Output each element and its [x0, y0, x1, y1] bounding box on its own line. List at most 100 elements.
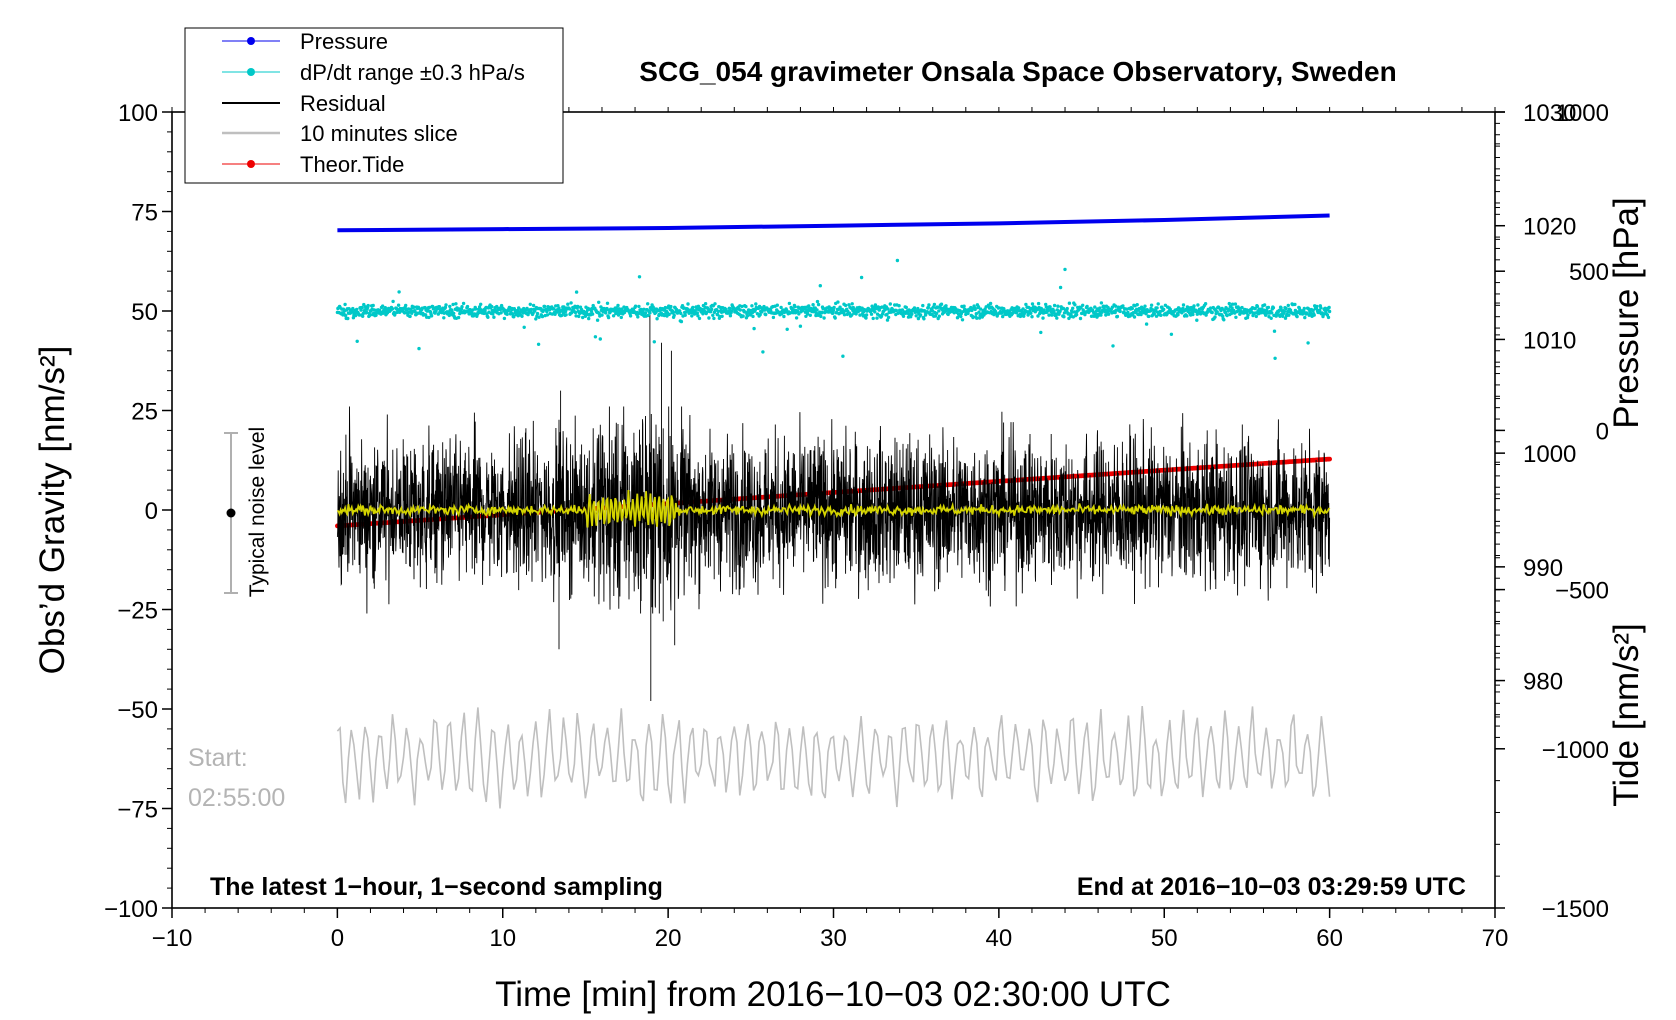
- dpdt-point: [850, 302, 854, 306]
- dpdt-point: [1132, 315, 1137, 319]
- dpdt-point: [1065, 306, 1069, 311]
- dpdt-point: [743, 310, 747, 314]
- dpdt-point: [858, 313, 862, 317]
- dpdt-point: [836, 300, 840, 304]
- dpdt-point: [1287, 313, 1291, 317]
- dpdt-point: [642, 307, 646, 311]
- dpdt-point: [1143, 304, 1147, 308]
- dpdt-point: [513, 308, 517, 312]
- dpdt-point: [912, 306, 917, 310]
- dpdt-point: [927, 303, 931, 307]
- dpdt-point: [1270, 311, 1274, 315]
- dpdt-point: [560, 313, 564, 318]
- dpdt-point: [1210, 310, 1214, 315]
- dpdt-point: [771, 315, 776, 320]
- dpdt-point: [1017, 306, 1021, 310]
- dpdt-point: [1039, 330, 1043, 335]
- dpdt-point: [716, 309, 720, 314]
- dpdt-point: [643, 311, 648, 315]
- dpdt-point: [1253, 306, 1257, 311]
- dpdt-point: [921, 303, 925, 308]
- y-axis-label-left: Obs’d Gravity [nm/s²]: [33, 346, 72, 675]
- dpdt-point: [875, 316, 879, 320]
- dpdt-point: [662, 313, 666, 318]
- tide-point: [1327, 456, 1332, 462]
- dpdt-point: [591, 303, 595, 308]
- dpdt-point: [1048, 305, 1052, 309]
- pressure-tick-label-4: 1020: [1523, 214, 1576, 241]
- dpdt-point: [1221, 314, 1225, 318]
- legend-item-dpdt: dP/dt range ±0.3 hPa/s: [222, 60, 525, 85]
- dpdt-point: [1238, 312, 1242, 316]
- dpdt-point: [1019, 314, 1023, 318]
- dpdt-point: [684, 310, 688, 314]
- dpdt-point: [788, 311, 793, 315]
- dpdt-point: [492, 315, 496, 319]
- dpdt-point: [838, 305, 842, 309]
- dpdt-point: [368, 313, 372, 317]
- dpdt-point: [689, 310, 693, 315]
- dpdt-point: [862, 307, 867, 312]
- dpdt-point: [614, 306, 618, 310]
- dpdt-point: [1321, 312, 1326, 317]
- dpdt-point: [600, 313, 604, 317]
- dpdt-point: [1106, 312, 1111, 316]
- x-tick-label-4: 30: [820, 925, 847, 952]
- dpdt-point: [886, 307, 890, 311]
- dpdt-point: [604, 311, 608, 315]
- dpdt-point: [616, 303, 620, 308]
- dpdt-point: [869, 312, 874, 316]
- dpdt-point: [811, 303, 815, 307]
- dpdt-point: [886, 315, 891, 320]
- dpdt-point: [904, 305, 908, 310]
- legend-item-slice: 10 minutes slice: [222, 121, 458, 146]
- dpdt-point: [606, 315, 611, 320]
- dpdt-point: [1155, 306, 1159, 310]
- tide-tick-label-2: −500: [1555, 578, 1609, 605]
- dpdt-point: [531, 303, 536, 308]
- dpdt-point: [1081, 308, 1085, 312]
- dpdt-point: [346, 316, 350, 321]
- x-tick-label-7: 60: [1316, 925, 1343, 952]
- dpdt-point: [402, 311, 407, 315]
- dpdt-point: [761, 350, 765, 354]
- dpdt-point: [408, 314, 412, 319]
- dpdt-point: [553, 312, 557, 316]
- dpdt-point: [1029, 311, 1033, 315]
- dpdt-point: [932, 302, 937, 307]
- dpdt-point: [712, 316, 716, 321]
- dpdt-point: [646, 313, 650, 318]
- dpdt-point: [555, 310, 559, 314]
- y-tick-label-1: −75: [117, 797, 158, 824]
- dpdt-point: [871, 316, 875, 321]
- dpdt-point: [1024, 302, 1028, 307]
- dpdt-point: [1293, 302, 1297, 307]
- dpdt-point: [545, 313, 550, 317]
- y-axis-label-tide: Tide [nm/s²]: [1607, 623, 1646, 806]
- y-tick-label-2: −50: [117, 697, 158, 724]
- dpdt-point: [805, 312, 810, 316]
- dpdt-point: [707, 316, 711, 320]
- dpdt-point: [900, 308, 905, 312]
- dpdt-point: [1115, 314, 1120, 319]
- dpdt-point: [1185, 314, 1189, 318]
- axes-layer: −10 0 10 20 30 40 50 60 70−100−75−50−25025507510…: [104, 100, 1609, 952]
- dpdt-point: [1046, 309, 1050, 313]
- dpdt-point: [486, 315, 490, 319]
- dpdt-point: [534, 317, 538, 321]
- dpdt-point: [691, 305, 695, 310]
- legend-label-residual: Residual: [300, 91, 386, 116]
- dpdt-point: [611, 314, 616, 318]
- dpdt-point: [1230, 302, 1235, 306]
- dpdt-point: [1131, 311, 1136, 315]
- dpdt-point: [703, 302, 708, 306]
- dpdt-point: [595, 318, 600, 322]
- dpdt-point: [622, 305, 626, 309]
- dpdt-point: [355, 339, 359, 343]
- dpdt-point: [593, 335, 598, 339]
- dpdt-point: [974, 312, 978, 316]
- dpdt-point: [361, 314, 365, 318]
- dpdt-point: [832, 305, 836, 310]
- dpdt-point: [679, 319, 684, 324]
- dpdt-point: [562, 305, 566, 309]
